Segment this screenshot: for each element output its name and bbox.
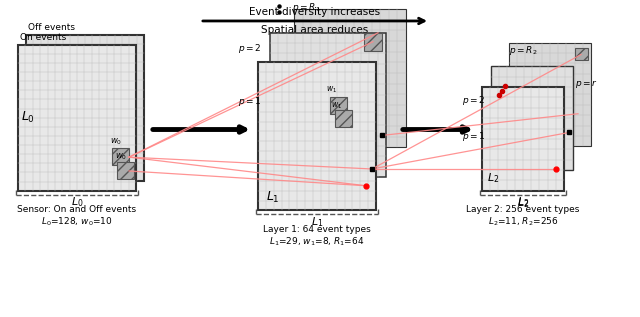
Text: On events: On events [20,33,67,42]
Text: $L_1$=29, $w_1$=8, $R_1$=64: $L_1$=29, $w_1$=8, $R_1$=64 [269,235,365,248]
Text: $w_0$: $w_0$ [115,152,127,162]
Text: Sensor: On and Off events: Sensor: On and Off events [17,205,136,215]
Text: $p=1$: $p=1$ [238,95,262,108]
Text: Layer 2: 256 event types: Layer 2: 256 event types [467,205,580,215]
Bar [575,48,588,61]
Text: $L_2$: $L_2$ [517,197,529,210]
Text: $p=r$: $p=r$ [575,78,598,90]
Text: $p=2$: $p=2$ [462,94,486,107]
Bar [335,110,352,126]
Text: $L_0$=128, $w_0$=10: $L_0$=128, $w_0$=10 [41,215,113,228]
Text: $p=2$: $p=2$ [238,42,262,55]
Bar [364,33,382,51]
Text: $L_2$: $L_2$ [517,196,529,210]
Text: $L_1$: $L_1$ [266,189,280,204]
Text: Off events: Off events [28,23,75,32]
Bar [491,66,573,170]
Text: $L_2$: $L_2$ [487,171,499,185]
Text: $L_0$: $L_0$ [70,196,83,210]
Text: $w_1$: $w_1$ [326,84,337,95]
Text: $L_2$=11, $R_2$=256: $L_2$=11, $R_2$=256 [488,215,558,228]
Text: $p=R_1$: $p=R_1$ [292,1,321,14]
Bar [112,148,129,165]
Bar [18,45,136,191]
Bar [330,97,347,114]
Bar [482,87,564,191]
Bar [258,62,376,210]
Text: $w_0$: $w_0$ [110,137,122,147]
Text: Event diversity increases: Event diversity increases [250,7,381,17]
Bar [26,35,144,181]
Bar [270,33,386,177]
Text: $L_1$: $L_1$ [311,215,323,229]
Text: Spatial area reduces: Spatial area reduces [261,25,369,35]
Text: $p=1$: $p=1$ [462,130,486,143]
Bar [509,43,591,146]
Text: $p=R_2$: $p=R_2$ [509,44,538,57]
Bar [294,9,406,147]
Text: Layer 1: 64 event types: Layer 1: 64 event types [263,225,371,234]
Text: $L_0$: $L_0$ [21,110,35,125]
Bar [117,162,134,179]
Text: $w_1$: $w_1$ [331,100,342,111]
